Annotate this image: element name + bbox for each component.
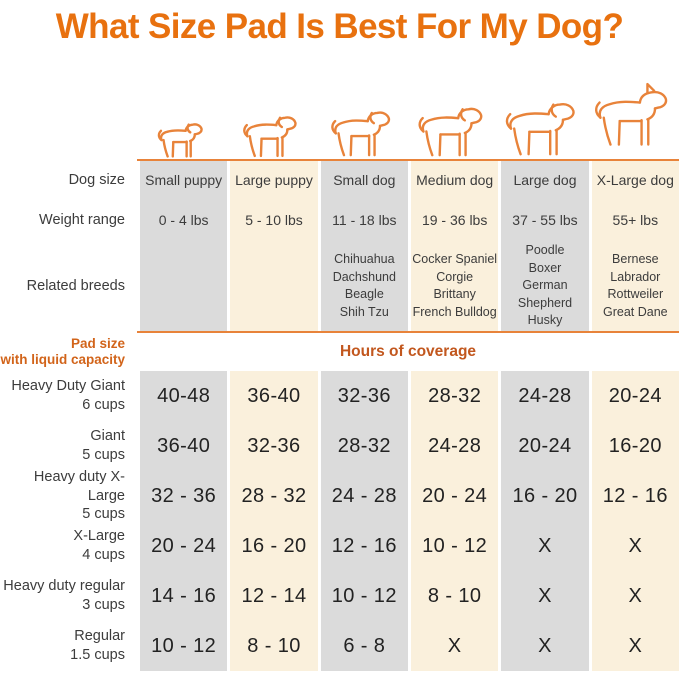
pad-name: Heavy duty regular [3,578,125,595]
hours-value-cell: 24 - 28 [317,471,408,521]
pad-capacity: 6 cups [82,397,125,413]
hours-value-cell: 36-40 [227,371,318,421]
weight-range-cell: 5 - 10 lbs [227,199,318,241]
dog-illustrations-row [0,55,679,159]
hours-value-cell: 14 - 16 [137,571,228,621]
middle-divider-line [137,331,679,333]
hours-value-cell: 10 - 12 [408,521,499,571]
hours-value-cell: X [498,571,589,621]
section-header-band: Pad size with liquid capacity Hours of c… [0,333,679,371]
medium-dog-icon [416,101,490,159]
hours-value-cell: X [498,521,589,571]
hours-value-cell: 6 - 8 [317,621,408,671]
pad-capacity: 5 cups [82,506,125,523]
hours-value-cell: 10 - 12 [317,571,408,621]
hours-value-cell: 28 - 32 [227,471,318,521]
large-dog-icon [503,95,583,159]
pad-row-label: Regular 1.5 cups [0,621,137,671]
hours-value-cell: X [498,621,589,671]
column-header-cell: Small dog [317,161,408,199]
hours-value-cell: X [588,621,679,671]
pad-name: X-Large [73,528,125,545]
related-breeds-cell [227,241,318,331]
hours-value-cell: 10 - 12 [137,621,228,671]
pad-name: Heavy duty X-Large [33,468,125,504]
hours-value-cell: 32 - 36 [137,471,228,521]
column-header-cell: Large puppy [227,161,318,199]
hours-of-coverage-heading: Hours of coverage [339,343,477,360]
pad-name: Giant [90,428,125,445]
related-breeds-cell: Cocker Spaniel Corgie Brittany French Bu… [408,241,499,331]
small-dog-icon [329,105,397,159]
pad-row-label: Heavy duty X-Large 5 cups [0,468,137,523]
hours-value-cell: X [408,621,499,671]
related-breeds-cell [137,241,228,331]
dog-info-table: Dog size Small puppy Large puppy Small dog M… [0,161,679,331]
hours-value-cell: 16 - 20 [227,521,318,571]
hours-value-cell: 32-36 [317,371,408,421]
pad-row-label: Giant 5 cups [0,421,137,471]
hours-value-cell: 16-20 [588,421,679,471]
column-header-cell: Small puppy [137,161,228,199]
pad-capacity: 5 cups [82,447,125,463]
hours-value-cell: 8 - 10 [227,621,318,671]
hours-value-cell: 20-24 [588,371,679,421]
weight-range-cell: 11 - 18 lbs [317,199,408,241]
hours-value-cell: 20 - 24 [137,521,228,571]
hours-value-cell: 20 - 24 [408,471,499,521]
pad-row-label: Heavy duty regular 3 cups [0,571,137,621]
weight-range-cell: 0 - 4 lbs [137,199,228,241]
hours-value-cell: 28-32 [408,371,499,421]
related-breeds-row-label: Related breeds [26,278,125,294]
hours-of-coverage-table: Heavy Duty Giant 6 cups 40-48 36-40 32-36 28-… [0,371,679,671]
pad-capacity: 4 cups [82,547,125,563]
weight-range-cell: 37 - 55 lbs [498,199,589,241]
hours-value-cell: 28-32 [317,421,408,471]
large-puppy-dog-icon [241,111,303,159]
column-header-cell: Large dog [498,161,589,199]
hours-value-cell: X [588,521,679,571]
related-breeds-cell: Bernese Labrador Rottweiler Great Dane [588,241,679,331]
pad-capacity: 3 cups [82,597,125,613]
hours-value-cell: X [588,571,679,621]
x-large-dog-icon [592,73,676,159]
pad-name: Regular [74,628,125,645]
small-puppy-dog-icon [156,119,208,159]
top-divider-line [137,159,679,161]
hours-value-cell: 12 - 16 [588,471,679,521]
pad-capacity: 1.5 cups [70,647,125,663]
hours-value-cell: 16 - 20 [498,471,589,521]
pad-row-label: Heavy Duty Giant 6 cups [0,371,137,421]
related-breeds-cell: Poodle Boxer German Shepherd Husky [498,241,589,331]
weight-range-cell: 55+ lbs [588,199,679,241]
hours-value-cell: 40-48 [137,371,228,421]
hours-value-cell: 20-24 [498,421,589,471]
hours-value-cell: 36-40 [137,421,228,471]
pad-name: Heavy Duty Giant [11,378,125,395]
hours-value-cell: 12 - 14 [227,571,318,621]
weight-range-row-label: Weight range [39,212,125,228]
hours-value-cell: 24-28 [408,421,499,471]
column-header-cell: Medium dog [408,161,499,199]
hours-value-cell: 24-28 [498,371,589,421]
weight-range-cell: 19 - 36 lbs [408,199,499,241]
pad-size-caption: Pad size with liquid capacity [0,335,125,367]
page-title: What Size Pad Is Best For My Dog? [55,7,624,46]
hours-value-cell: 12 - 16 [317,521,408,571]
pad-row-label: X-Large 4 cups [0,521,137,571]
column-header-cell: X-Large dog [588,161,679,199]
hours-value-cell: 32-36 [227,421,318,471]
dog-size-row-label: Dog size [68,172,125,188]
hours-value-cell: 8 - 10 [408,571,499,621]
related-breeds-cell: Chihuahua Dachshund Beagle Shih Tzu [317,241,408,331]
